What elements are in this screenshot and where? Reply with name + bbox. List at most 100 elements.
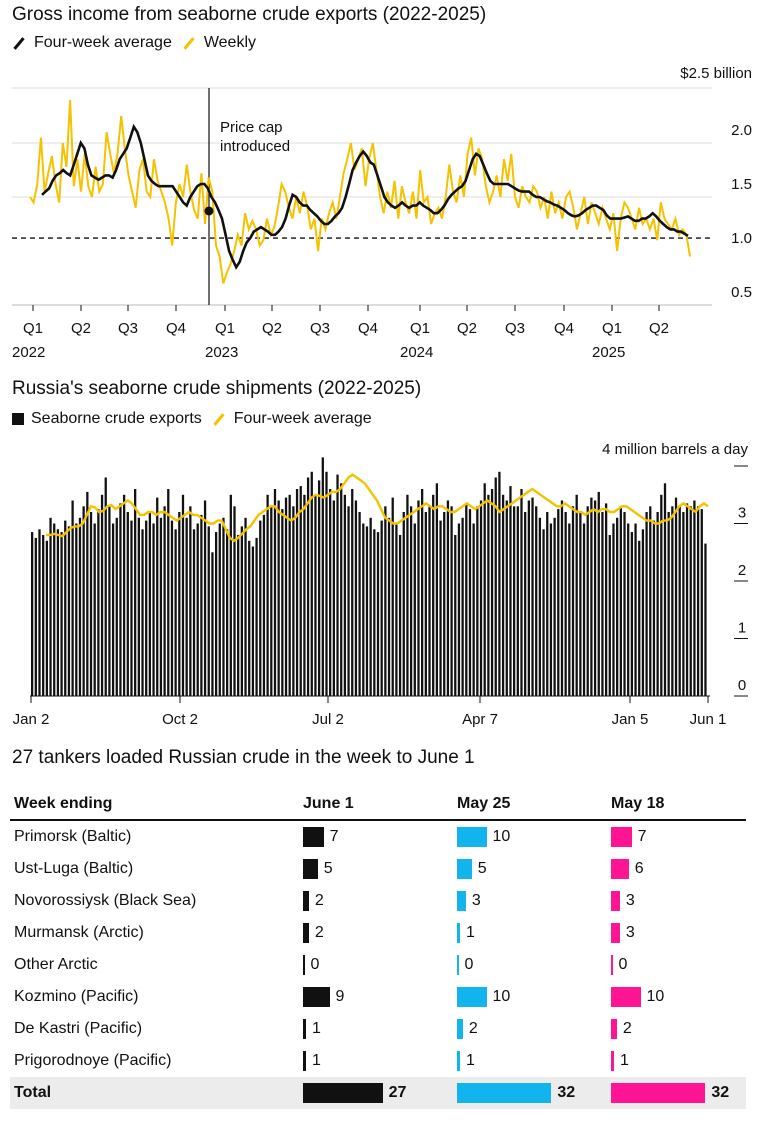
export-bar <box>575 494 578 697</box>
export-bar <box>152 523 155 696</box>
export-bar <box>229 494 232 697</box>
chart2-unit-label: 4 million barrels a day <box>602 441 748 458</box>
export-bar <box>237 535 240 696</box>
value-bar <box>611 1019 617 1039</box>
value-bar <box>303 923 309 943</box>
export-bar <box>439 520 442 696</box>
export-bar <box>671 506 674 697</box>
value-bar <box>611 859 629 879</box>
export-bar <box>86 491 89 696</box>
export-bar <box>49 517 52 697</box>
export-bar <box>421 489 424 696</box>
export-bar <box>586 506 589 697</box>
export-bar <box>612 523 615 696</box>
chart1-title: Gross income from seaborne crude exports… <box>12 4 487 25</box>
port-name: Murmansk (Arctic) <box>14 924 144 941</box>
export-bar <box>685 503 689 696</box>
port-name: Other Arctic <box>14 956 98 973</box>
export-bar <box>623 512 626 696</box>
value-cell: 2 <box>299 885 453 917</box>
value-cell: 3 <box>453 885 607 917</box>
value-label: 9 <box>335 988 345 1005</box>
legend-label: Weekly <box>203 34 257 51</box>
export-bar <box>67 526 71 696</box>
export-bar <box>233 506 236 697</box>
export-bar <box>435 483 439 697</box>
export-bar <box>362 523 365 696</box>
value-label: 0 <box>618 956 628 973</box>
date-label: Jun 1 <box>690 711 727 728</box>
export-bar <box>288 494 291 697</box>
export-bar <box>78 517 82 697</box>
value-label: 10 <box>646 988 665 1005</box>
value-label: 1 <box>619 1052 629 1069</box>
export-bar <box>667 512 670 696</box>
export-bar <box>476 506 479 697</box>
export-bar <box>700 509 703 696</box>
export-bar <box>148 512 152 696</box>
export-bar <box>329 489 332 696</box>
export-bar <box>259 520 262 696</box>
table-row: Prigorodnoye (Pacific) 1 1 1 <box>10 1045 746 1077</box>
legend-label: Four-week average <box>233 410 372 427</box>
header-may-18: May 18 <box>607 789 746 821</box>
price-cap-annotation-line2: introduced <box>220 138 290 155</box>
export-bar <box>277 500 280 696</box>
export-bar <box>409 506 413 697</box>
export-bar <box>270 506 273 697</box>
value-bar <box>611 955 613 975</box>
export-bar <box>104 477 107 696</box>
quarter-label: Q1 <box>215 320 235 337</box>
export-bar <box>443 512 446 696</box>
export-bar <box>428 506 431 697</box>
export-bar <box>398 535 402 696</box>
legend-seaborne-crude-exports: Seaborne crude exports <box>12 410 202 428</box>
export-bar <box>325 471 328 697</box>
value-label: 5 <box>477 860 487 877</box>
export-bar <box>218 523 221 696</box>
table-row: Kozmino (Pacific) 9 10 10 <box>10 981 746 1013</box>
export-bar <box>262 514 266 696</box>
quarter-label: Q2 <box>649 320 669 337</box>
value-bar <box>457 987 487 1007</box>
export-bar <box>501 494 505 697</box>
table-row: Novorossiysk (Black Sea) 2 3 3 <box>10 885 746 917</box>
y-tick-label: 2.0 <box>731 122 752 139</box>
export-bar <box>682 512 685 696</box>
date-label: Jan 5 <box>612 711 649 728</box>
export-bar <box>516 506 519 697</box>
export-bar <box>465 503 468 696</box>
export-bar <box>75 523 78 696</box>
export-bar <box>638 540 641 697</box>
value-label: 2 <box>622 1020 632 1037</box>
export-bar <box>71 500 74 696</box>
export-bar <box>303 494 306 697</box>
export-bar <box>505 500 508 696</box>
export-bar <box>520 489 523 696</box>
value-label: 1 <box>465 924 475 941</box>
export-bar <box>656 512 659 696</box>
value-bar <box>457 923 460 943</box>
export-bar <box>126 512 129 696</box>
value-label: 5 <box>323 860 333 877</box>
export-bar <box>369 517 372 697</box>
export-bar <box>461 517 464 697</box>
value-bar <box>303 859 318 879</box>
value-cell: 2 <box>299 917 453 949</box>
export-bar <box>538 517 542 697</box>
export-bar <box>200 514 203 696</box>
port-name: Ust-Luga (Baltic) <box>14 860 134 877</box>
export-bar <box>542 529 545 697</box>
value-label: 10 <box>492 828 511 845</box>
export-bar <box>645 512 648 696</box>
export-bar <box>189 506 192 697</box>
export-bar <box>483 483 486 697</box>
export-bar <box>512 506 516 697</box>
export-bar <box>604 503 608 696</box>
export-bar <box>704 543 707 696</box>
value-bar <box>457 827 487 847</box>
export-bar <box>395 523 398 696</box>
export-bar <box>354 500 358 696</box>
export-bar <box>163 506 166 697</box>
export-bar <box>634 523 637 696</box>
